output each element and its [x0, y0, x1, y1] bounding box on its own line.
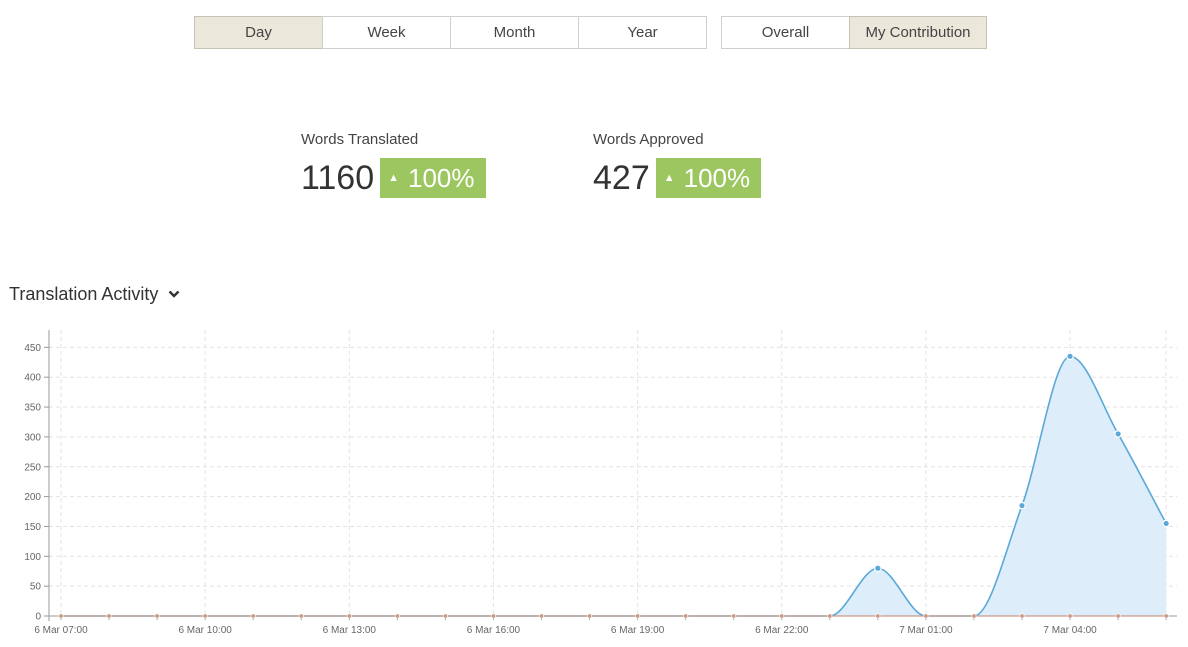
y-tick-label: 150	[24, 522, 41, 533]
x-tick-label: 7 Mar 01:00	[899, 625, 953, 636]
data-point-baseline	[1019, 613, 1025, 619]
data-point-baseline	[971, 613, 977, 619]
words-translated-value: 1160	[301, 159, 375, 197]
y-tick-label: 350	[24, 403, 41, 414]
chevron-down-icon	[169, 290, 180, 298]
words-translated-stat: Words Translated 1160 ▲ 100%	[301, 131, 486, 198]
data-point-baseline	[202, 613, 208, 619]
scope-button-my-contribution[interactable]: My Contribution	[849, 16, 987, 49]
words-translated-change-badge: ▲ 100%	[380, 158, 486, 198]
data-point-baseline	[923, 613, 929, 619]
translation-activity-toggle[interactable]: Translation Activity	[9, 284, 180, 305]
words-approved-label: Words Approved	[593, 131, 704, 148]
time-range-selector: Day Week Month Year	[194, 16, 707, 49]
data-point	[1066, 352, 1074, 361]
data-point-baseline	[587, 613, 593, 619]
data-point	[1114, 430, 1122, 438]
data-point-baseline	[250, 613, 256, 619]
range-button-month[interactable]: Month	[450, 16, 579, 49]
data-point-baseline	[154, 613, 160, 619]
data-point-baseline	[635, 613, 641, 619]
x-tick-label: 6 Mar 22:00	[755, 625, 809, 636]
words-approved-change: 100%	[683, 162, 751, 193]
data-point-baseline	[1067, 613, 1073, 619]
arrow-up-icon: ▲	[388, 172, 400, 184]
x-tick-label: 6 Mar 13:00	[323, 625, 377, 636]
y-tick-label: 0	[35, 612, 41, 623]
words-approved-value: 427	[593, 159, 650, 197]
x-tick-label: 6 Mar 19:00	[611, 625, 665, 636]
section-title: Translation Activity	[9, 284, 159, 304]
data-point	[1162, 519, 1170, 528]
words-approved-change-badge: ▲ 100%	[655, 158, 762, 198]
data-point-baseline	[106, 613, 112, 619]
y-tick-label: 200	[24, 492, 41, 503]
translation-activity-chart: 0 50 100 150 200 250 300 350 400 450 6 Mar 07:00 6 …	[24, 330, 1177, 636]
y-tick-label: 100	[24, 552, 41, 563]
data-point-baseline	[683, 613, 689, 619]
range-button-day[interactable]: Day	[194, 16, 323, 49]
data-point-baseline	[346, 613, 352, 619]
range-button-week[interactable]: Week	[322, 16, 451, 49]
x-tick-label: 6 Mar 16:00	[467, 625, 521, 636]
data-point-baseline	[538, 613, 544, 619]
y-tick-label: 300	[24, 432, 41, 443]
y-tick-label: 450	[24, 343, 41, 354]
data-point-baseline	[731, 613, 737, 619]
data-point-baseline	[875, 613, 881, 619]
data-point-baseline	[490, 613, 496, 619]
x-tick-label: 6 Mar 10:00	[178, 625, 232, 636]
data-point-baseline	[779, 613, 785, 619]
data-point-baseline	[58, 613, 64, 619]
series-area	[61, 356, 1167, 616]
data-point-baseline	[394, 613, 400, 619]
y-tick-label: 250	[24, 462, 41, 473]
data-point-baseline	[827, 613, 833, 619]
data-point-baseline	[298, 613, 304, 619]
y-tick-label: 400	[24, 373, 41, 384]
data-point-baseline	[1115, 613, 1121, 619]
x-tick-label: 7 Mar 04:00	[1043, 625, 1097, 636]
arrow-up-icon: ▲	[663, 172, 675, 184]
range-button-year[interactable]: Year	[578, 16, 707, 49]
data-point	[874, 564, 882, 573]
y-tick-label: 50	[30, 582, 42, 593]
contribution-scope-selector: Overall My Contribution	[721, 16, 987, 49]
x-tick-label: 6 Mar 07:00	[34, 625, 88, 636]
words-translated-change: 100%	[408, 162, 475, 193]
data-point	[1018, 501, 1026, 510]
scope-button-overall[interactable]: Overall	[721, 16, 850, 49]
words-approved-stat: Words Approved 427 ▲ 100%	[593, 131, 762, 198]
words-translated-label: Words Translated	[301, 131, 419, 148]
data-point-baseline	[442, 613, 448, 619]
data-point-baseline	[1163, 613, 1169, 619]
